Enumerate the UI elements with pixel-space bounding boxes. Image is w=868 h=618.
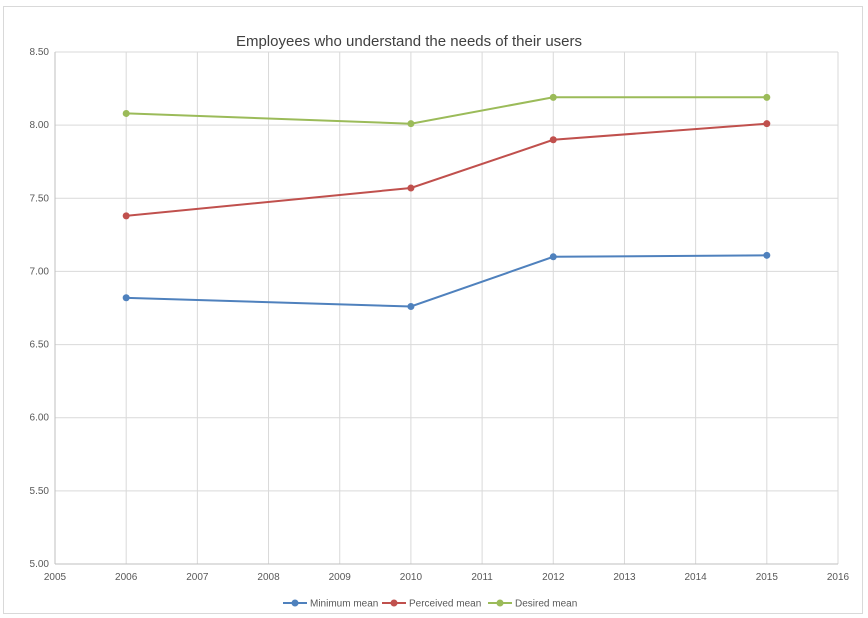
data-point bbox=[549, 136, 557, 144]
axes bbox=[54, 52, 838, 565]
x-tick-label: 2006 bbox=[115, 572, 138, 583]
legend-label: Perceived mean bbox=[409, 599, 481, 610]
legend-marker bbox=[390, 599, 398, 607]
y-tick-label: 5.00 bbox=[30, 559, 50, 570]
x-tick-label: 2005 bbox=[44, 572, 67, 583]
x-axis-tick-labels: 2005 2006 2007 2008 2009 2010 2011 2012 2013 2014… bbox=[44, 572, 850, 583]
x-tick-label: 2013 bbox=[613, 572, 636, 583]
x-tick-label: 2014 bbox=[685, 572, 708, 583]
x-tick-label: 2015 bbox=[756, 572, 779, 583]
series-line-2 bbox=[126, 96, 767, 125]
legend: Minimum mean Perceived mean Desired mean bbox=[283, 599, 577, 610]
legend-marker bbox=[291, 599, 299, 607]
y-tick-label: 5.50 bbox=[30, 486, 50, 497]
y-tick-label: 8.00 bbox=[30, 120, 50, 131]
x-tick-label: 2016 bbox=[827, 572, 850, 583]
data-point bbox=[122, 294, 130, 302]
chart-area bbox=[3, 6, 863, 614]
data-point bbox=[407, 303, 415, 311]
gridlines bbox=[55, 51, 839, 564]
y-axis-tick-labels: 5.00 5.50 6.00 6.50 7.00 7.50 8.00 8.50 bbox=[30, 47, 50, 570]
data-point bbox=[763, 93, 771, 101]
data-point bbox=[763, 251, 771, 259]
x-tick-label: 2011 bbox=[471, 572, 493, 583]
series-lines bbox=[122, 93, 771, 311]
x-tick-label: 2009 bbox=[329, 572, 352, 583]
data-point bbox=[122, 212, 130, 220]
legend-marker bbox=[496, 599, 504, 607]
y-tick-label: 7.00 bbox=[30, 266, 50, 277]
series-line-0 bbox=[126, 254, 767, 308]
data-point bbox=[549, 93, 557, 101]
x-tick-label: 2007 bbox=[186, 572, 209, 583]
series-line-1 bbox=[126, 122, 767, 217]
chart-title: Employees who understand the needs of th… bbox=[236, 33, 582, 50]
data-point bbox=[407, 120, 415, 128]
y-tick-label: 6.50 bbox=[30, 340, 50, 351]
data-point bbox=[549, 253, 557, 261]
x-tick-label: 2008 bbox=[257, 572, 280, 583]
legend-label: Minimum mean bbox=[310, 599, 378, 610]
data-point bbox=[407, 184, 415, 192]
legend-label: Desired mean bbox=[515, 599, 577, 610]
x-tick-label: 2010 bbox=[400, 572, 423, 583]
y-tick-label: 8.50 bbox=[30, 47, 50, 58]
y-tick-label: 7.50 bbox=[30, 193, 50, 204]
data-point bbox=[122, 109, 130, 117]
y-tick-label: 6.00 bbox=[30, 413, 50, 424]
x-tick-label: 2012 bbox=[542, 572, 565, 583]
data-point bbox=[763, 120, 771, 128]
